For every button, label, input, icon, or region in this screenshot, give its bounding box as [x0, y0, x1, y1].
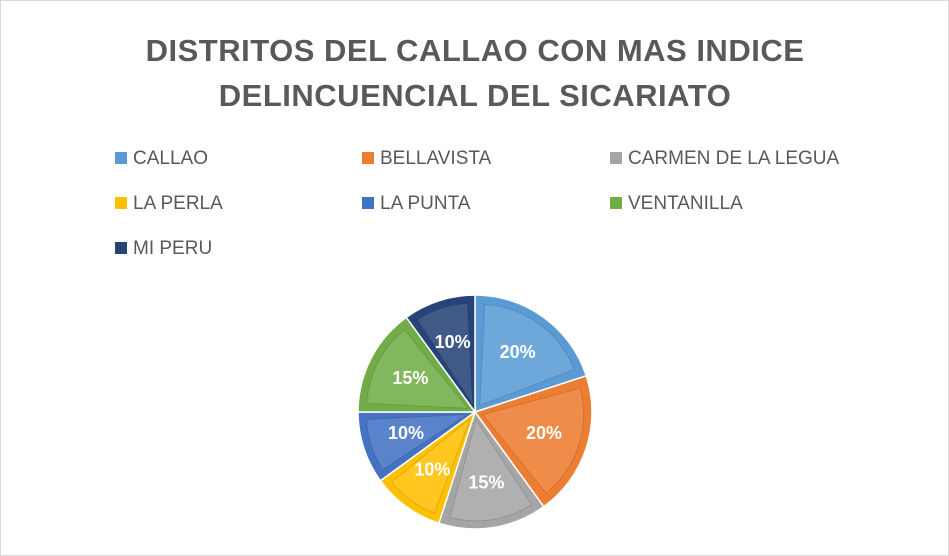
legend-label: LA PUNTA [380, 193, 471, 214]
pie-slice [357, 411, 478, 482]
slice-bevel [449, 418, 533, 522]
legend-swatch [362, 152, 374, 164]
slice-bevel [366, 329, 469, 409]
pie-slice [357, 316, 477, 413]
chart-title: DISTRITOS DEL CALLAO CON MAS INDICE DELI… [145, 33, 805, 113]
slice-bevel [365, 413, 470, 471]
legend-swatch [610, 152, 622, 164]
legend-swatch [362, 197, 374, 209]
data-label: 10% [414, 459, 450, 479]
pie-slice [473, 374, 593, 508]
legend-label: MI PERU [133, 238, 212, 259]
data-label: 20% [500, 342, 536, 362]
pie-slice [405, 294, 476, 415]
legend-label: CARMEN DE LA LEGUA [628, 148, 839, 169]
data-label: 10% [435, 332, 471, 352]
pie-slice [474, 294, 588, 414]
data-label: 10% [388, 423, 424, 443]
legend-label: BELLAVISTA [380, 148, 492, 169]
legend-label: LA PERLA [133, 193, 223, 214]
legend-swatch [115, 152, 127, 164]
slice-bevel [481, 387, 585, 494]
pie-slice [379, 410, 477, 525]
legend-label: CALLAO [133, 148, 208, 169]
data-label: 15% [468, 472, 504, 492]
pie-slice [437, 410, 545, 530]
legend-swatch [610, 197, 622, 209]
legend-swatch [115, 197, 127, 209]
data-label: 15% [392, 368, 428, 388]
legend-swatch [115, 242, 127, 254]
legend-label: VENTANILLA [628, 193, 743, 214]
slice-bevel [479, 304, 575, 407]
slice-bevel [416, 302, 474, 407]
slice-bevel [390, 416, 472, 514]
data-label: 20% [526, 423, 562, 443]
